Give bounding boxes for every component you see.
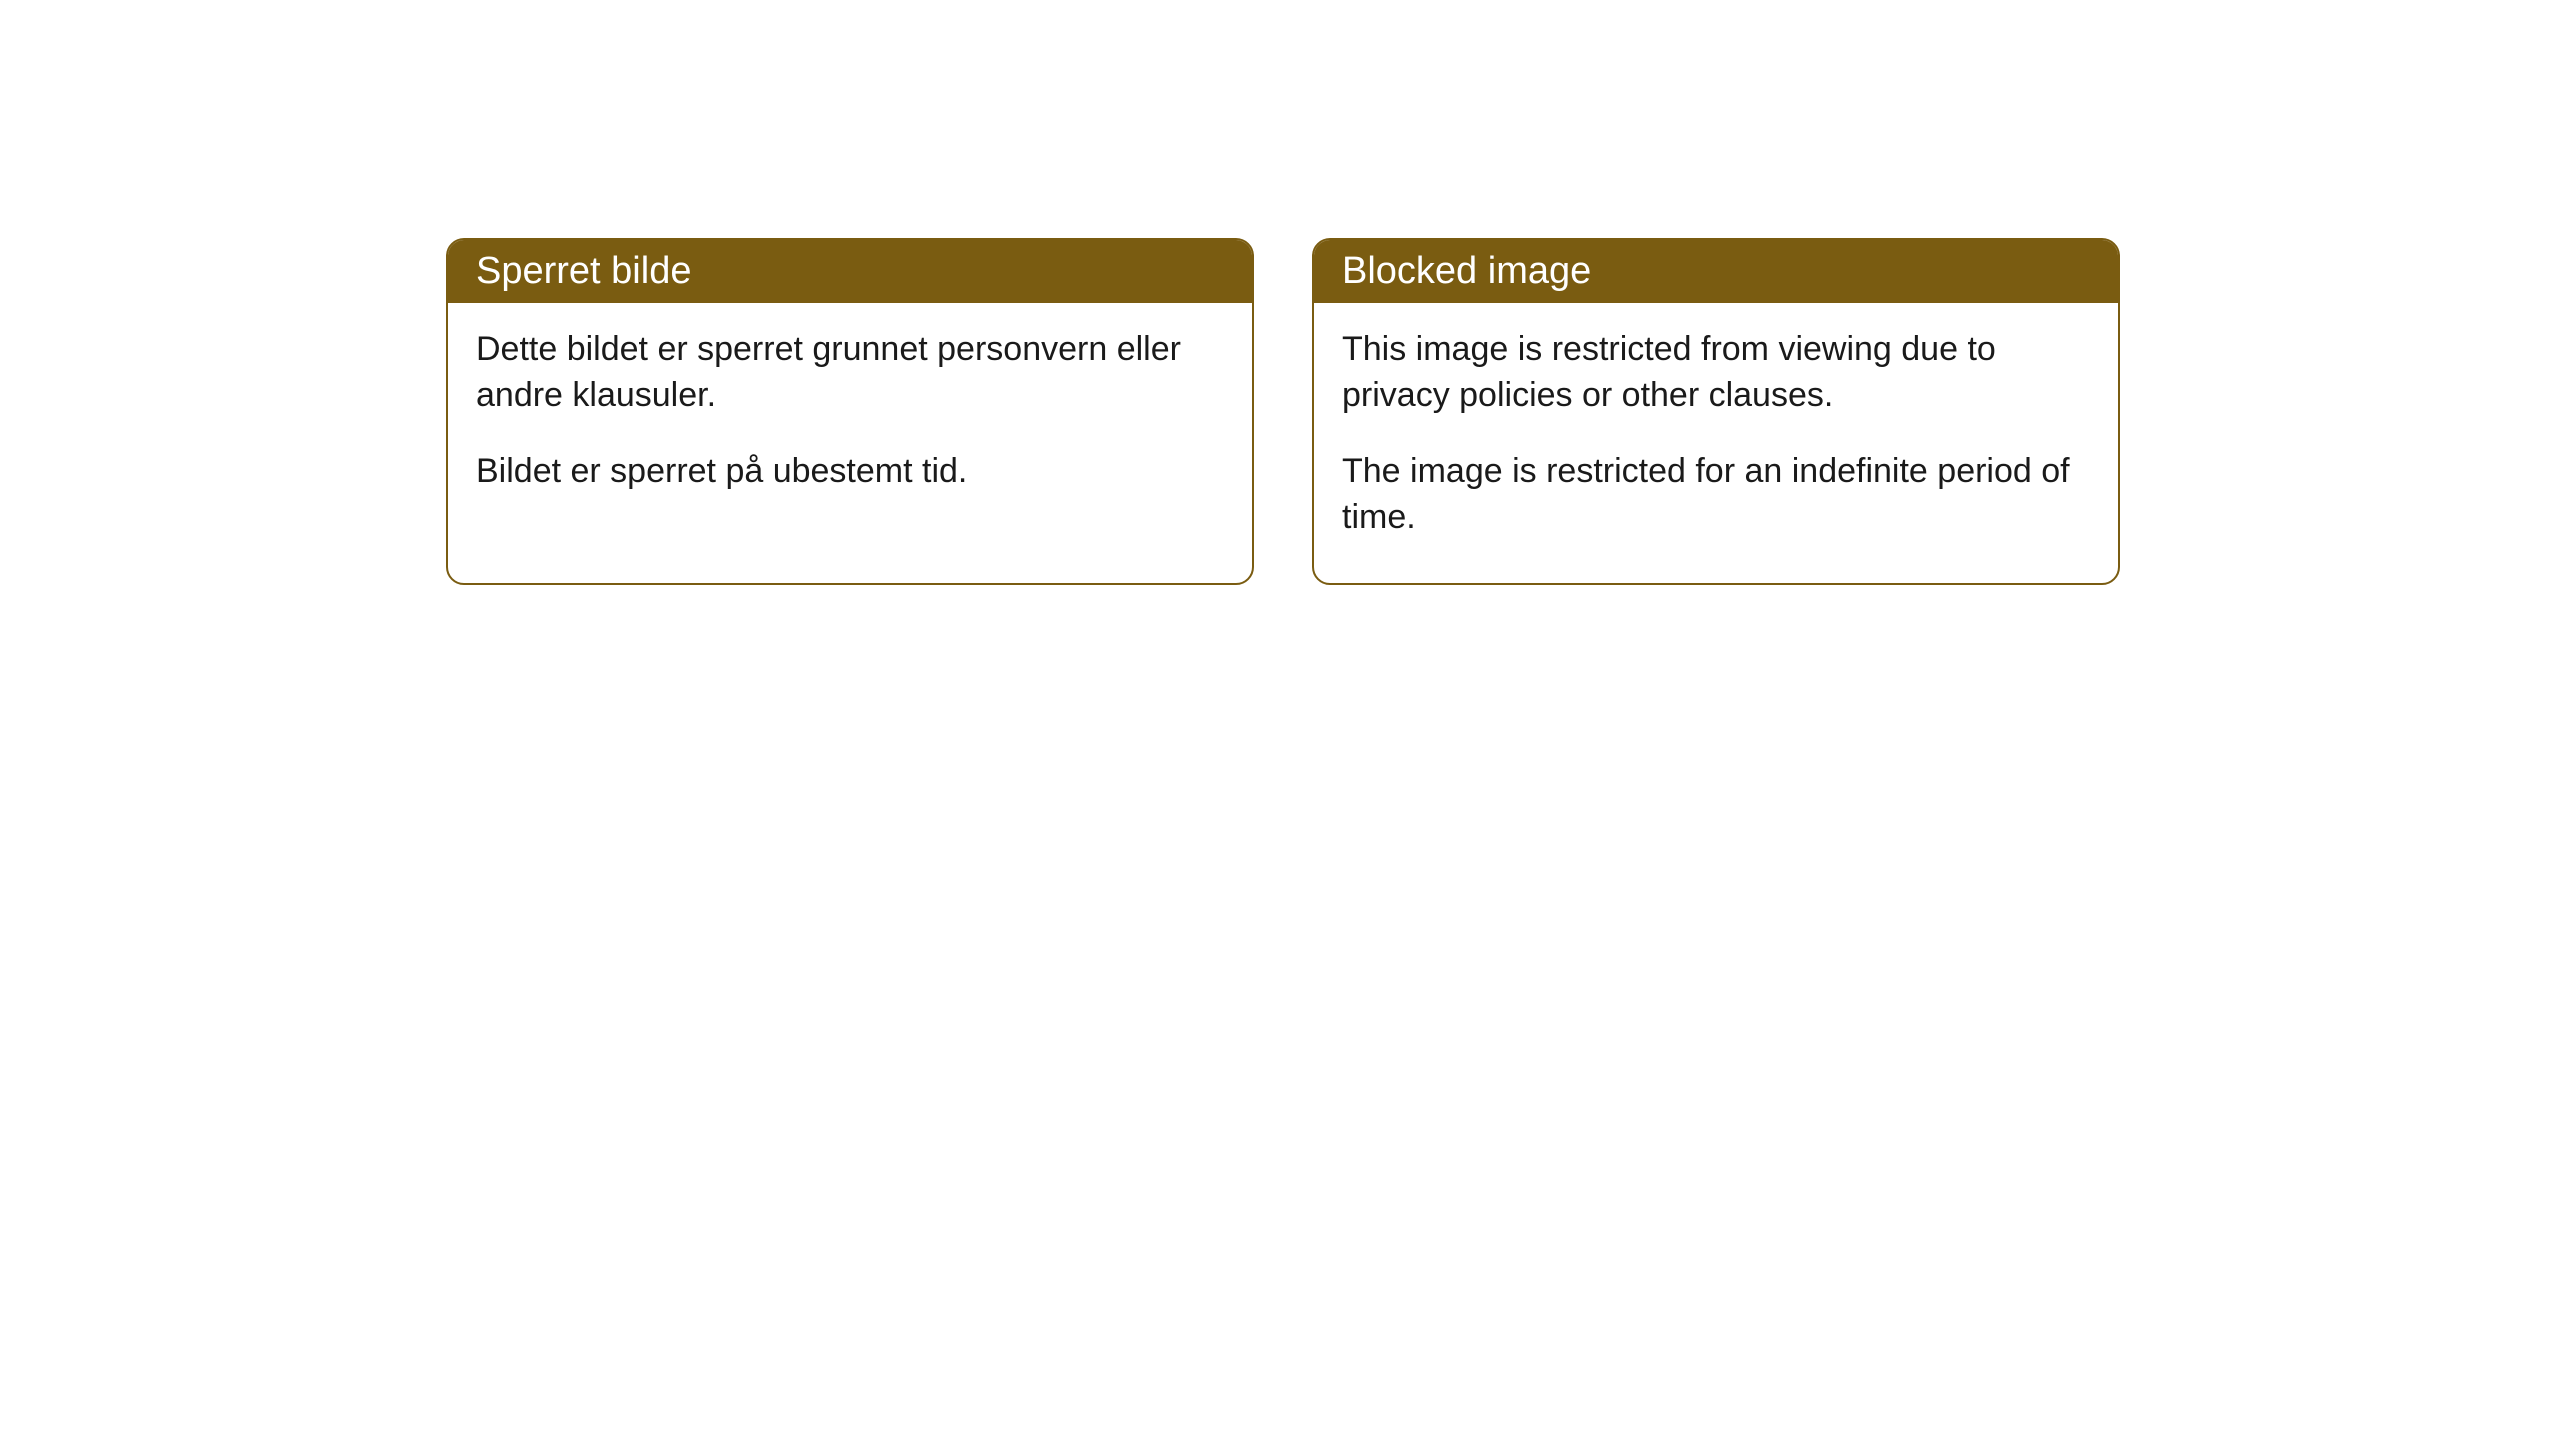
card-text-english-2: The image is restricted for an indefinit… bbox=[1342, 449, 2090, 541]
card-body-norwegian: Dette bildet er sperret grunnet personve… bbox=[448, 303, 1252, 537]
card-header-norwegian: Sperret bilde bbox=[448, 240, 1252, 303]
card-text-english-1: This image is restricted from viewing du… bbox=[1342, 327, 2090, 419]
card-title-norwegian: Sperret bilde bbox=[476, 250, 691, 292]
card-text-norwegian-1: Dette bildet er sperret grunnet personve… bbox=[476, 327, 1224, 419]
notice-cards-container: Sperret bilde Dette bildet er sperret gr… bbox=[446, 238, 2120, 585]
blocked-image-card-english: Blocked image This image is restricted f… bbox=[1312, 238, 2120, 585]
card-text-norwegian-2: Bildet er sperret på ubestemt tid. bbox=[476, 449, 1224, 495]
card-title-english: Blocked image bbox=[1342, 250, 1591, 292]
card-body-english: This image is restricted from viewing du… bbox=[1314, 303, 2118, 583]
blocked-image-card-norwegian: Sperret bilde Dette bildet er sperret gr… bbox=[446, 238, 1254, 585]
card-header-english: Blocked image bbox=[1314, 240, 2118, 303]
